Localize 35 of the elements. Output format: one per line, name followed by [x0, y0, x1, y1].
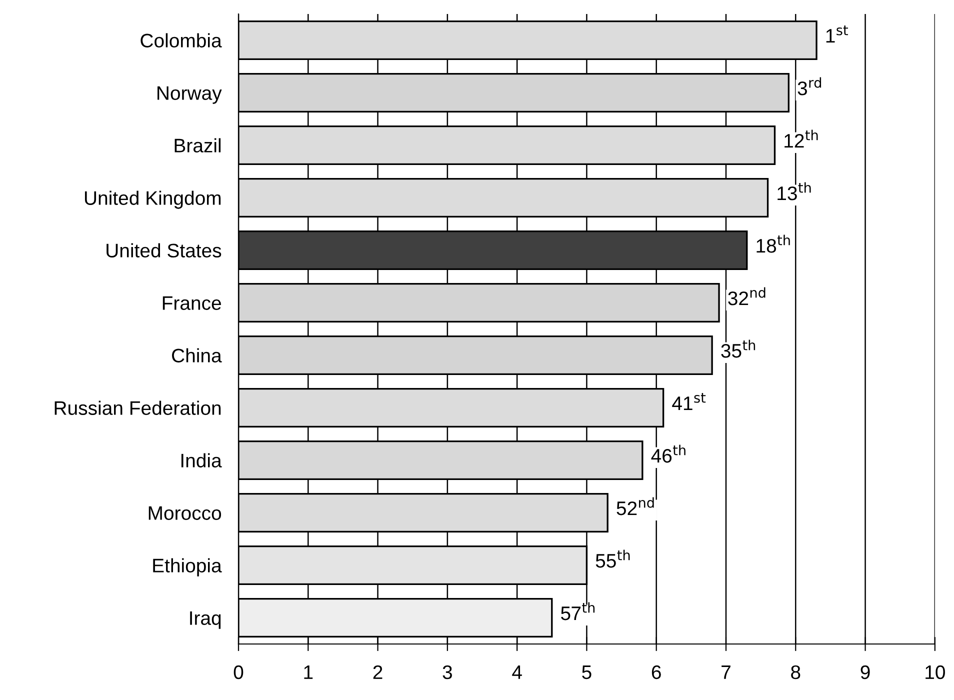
- x-tick-label: 5: [582, 666, 592, 680]
- y-tick-label: Russian Federation: [54, 400, 221, 415]
- annotation: 13$^{th}$: [778, 182, 811, 200]
- annotation: 35$^{th}$: [721, 340, 756, 358]
- annotation: 57$^{th}$: [561, 602, 595, 620]
- x-tick-label: 10: [926, 665, 945, 680]
- y-tick-label: Morocco: [148, 506, 222, 520]
- y-tick-label: United States: [106, 243, 222, 258]
- y-tick-label: Iraq: [190, 611, 221, 629]
- y-tick-label: Colombia: [140, 33, 222, 48]
- annotation: 3$^{rd}$: [798, 77, 822, 96]
- x-tick-label: 2: [373, 665, 382, 679]
- y-tick-label: China: [172, 348, 222, 362]
- y-tick-label: Ethiopia: [153, 558, 222, 576]
- annotation: 18$^{th}$: [756, 234, 790, 253]
- x-tick-label: 6: [652, 665, 661, 680]
- annotation: 46$^{th}$: [651, 444, 686, 463]
- y-tick-label: France: [162, 296, 221, 310]
- x-tick-label: 9: [860, 665, 870, 680]
- y-tick-label: Brazil: [174, 138, 221, 152]
- y-tick-label: United Kingdom: [84, 190, 221, 209]
- annotation: 12$^{th}$: [784, 130, 818, 148]
- annotation: 32$^{nd}$: [728, 287, 766, 306]
- annotation: 55$^{th}$: [596, 550, 630, 568]
- x-tick-label: 0: [234, 665, 244, 680]
- x-tick-label: 1: [304, 666, 313, 679]
- x-tick-label: 4: [512, 666, 522, 679]
- annotation: 52$^{nd}$: [616, 497, 654, 516]
- y-tick-label: Norway: [158, 86, 222, 104]
- x-tick-label: 8: [791, 665, 800, 680]
- x-tick-label: 3: [442, 665, 452, 680]
- annotation: 1$^{st}$: [826, 26, 848, 43]
- annotation: 41$^{st}$: [672, 393, 706, 410]
- x-tick-label: 7: [722, 666, 730, 679]
- y-tick-label: India: [181, 453, 222, 468]
